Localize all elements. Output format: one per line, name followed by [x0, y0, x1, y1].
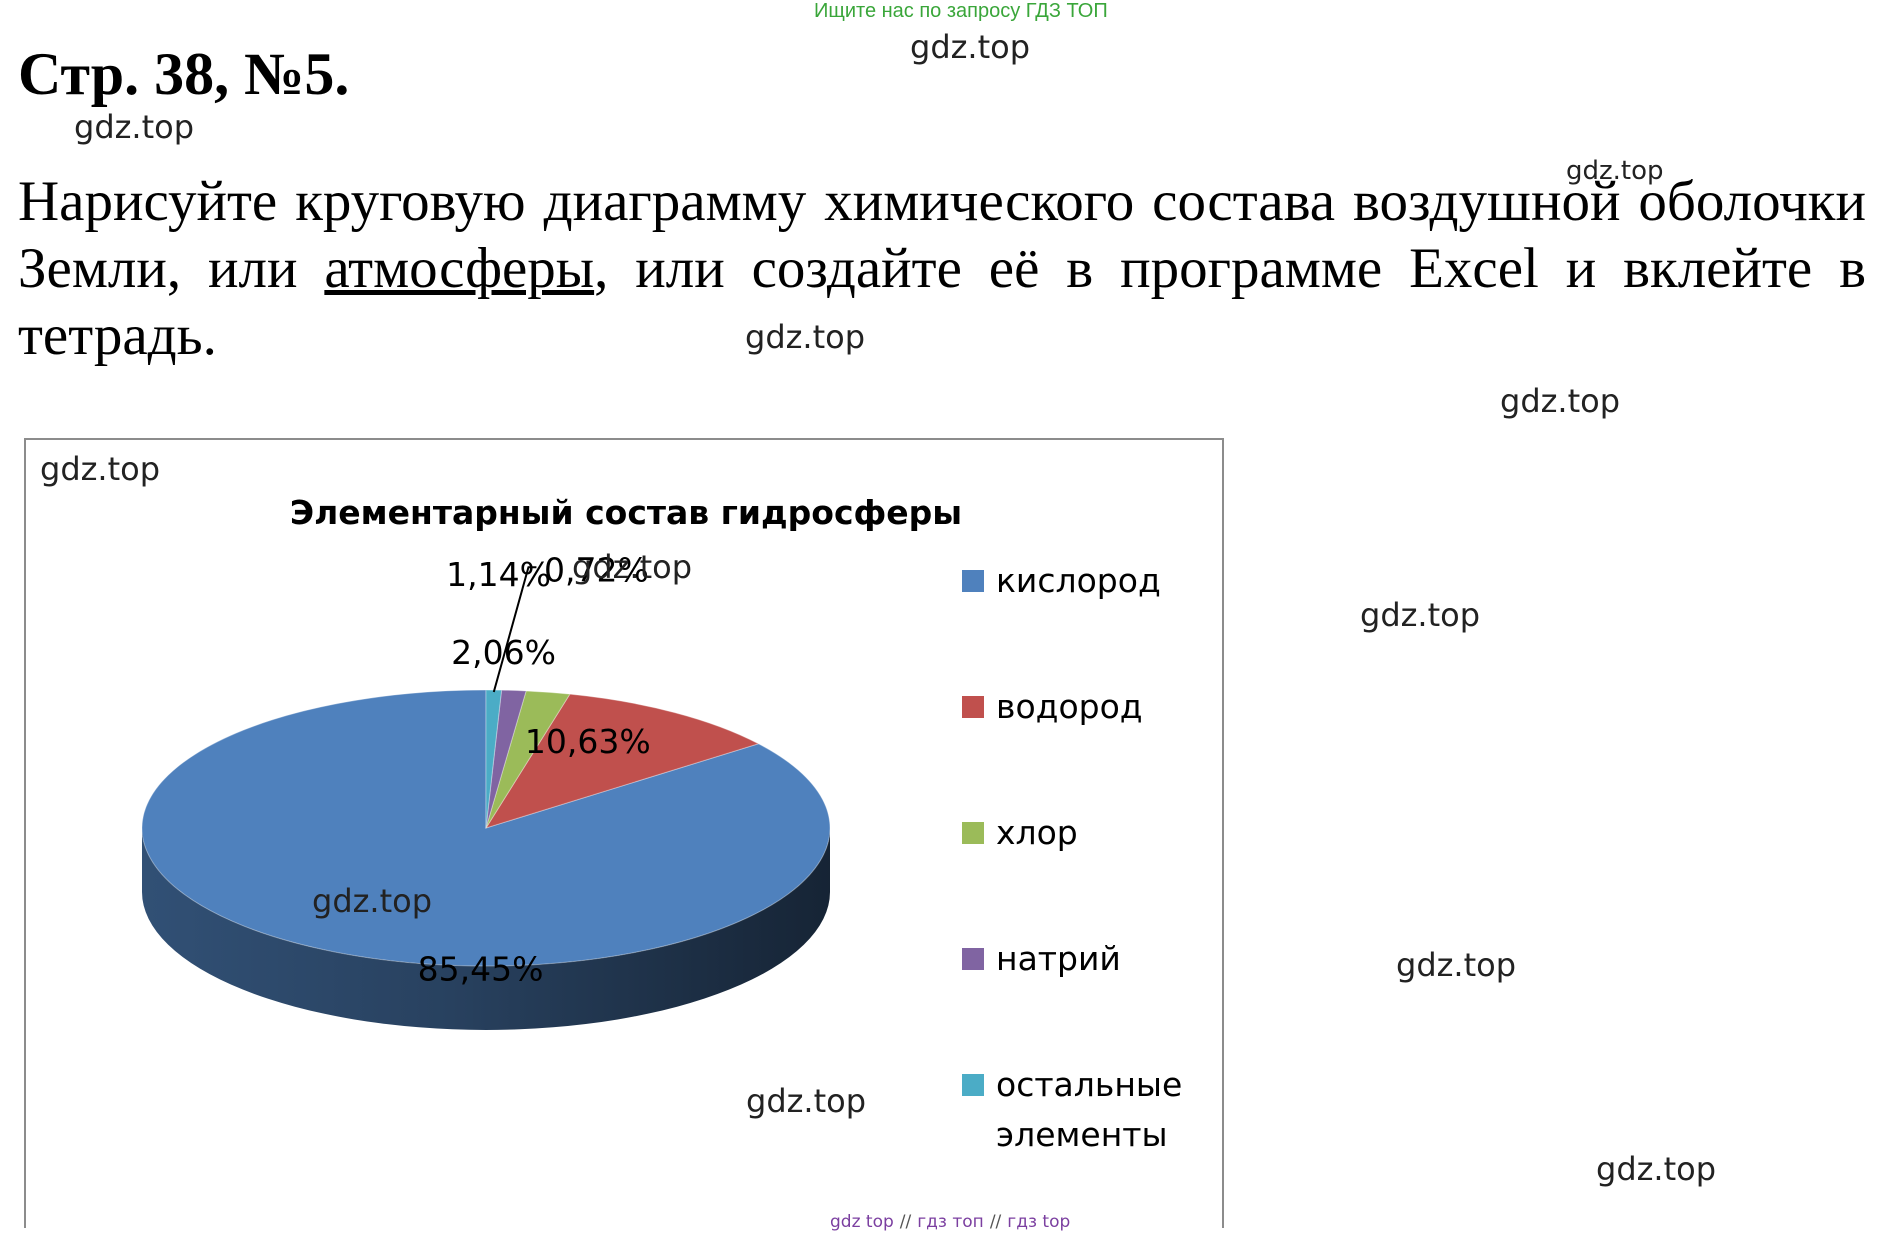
watermark: gdz.top [1596, 1150, 1717, 1188]
watermark: gdz.top [572, 548, 693, 586]
footer-separator: // [899, 1212, 912, 1232]
watermark: gdz.top [40, 450, 161, 488]
footer-link[interactable]: gdz top [830, 1212, 894, 1232]
watermark: gdz.top [74, 108, 195, 146]
watermark: gdz.top [1500, 382, 1621, 420]
legend-label: хлор [996, 813, 1078, 852]
pie-slice [485, 690, 571, 829]
legend-label: натрий [996, 939, 1121, 978]
watermark: gdz.top [1566, 156, 1664, 186]
legend-swatch [962, 822, 984, 844]
leader-line [492, 566, 537, 693]
legend-swatch [962, 570, 984, 592]
pie-slice [484, 693, 760, 829]
footer-links: gdz top//гдз топ//гдз top [830, 1212, 1070, 1232]
data-label: 10,63% [525, 722, 651, 761]
task-text-end: , или создайте её в программе Excel и вк… [18, 237, 1866, 367]
data-label: 85,45% [418, 950, 544, 989]
legend-label: кислород [996, 561, 1161, 600]
watermark: gdz.top [910, 28, 1031, 66]
pie-chart: Элементарный состав гидросферы 85,45% 10,6… [141, 493, 1182, 1154]
chart-title: Элементарный состав гидросферы [290, 493, 962, 532]
legend-label: водород [996, 687, 1143, 726]
pie-side-wall [142, 828, 830, 1030]
watermark: gdz.top [1360, 596, 1481, 634]
data-label: 0,72% [544, 550, 649, 589]
search-banner: Ищите нас по запросу ГДЗ ТОП [814, 0, 1108, 22]
pie-slice [485, 689, 527, 829]
task-text: Нарисуйте круговую диаграмму химического… [18, 168, 1866, 369]
data-label: 1,14% [446, 555, 551, 594]
page-heading: Стр. 38, №5. [18, 41, 350, 107]
chart-area: Элементарный состав гидросферы 85,45% 10,6… [24, 438, 1224, 1228]
legend-label: элементы [996, 1115, 1168, 1154]
watermark: gdz.top [312, 882, 433, 920]
legend-swatch [962, 1074, 984, 1096]
footer-separator: // [989, 1212, 1002, 1232]
pie-slice [141, 689, 831, 967]
data-label: 2,06% [451, 633, 556, 672]
legend-label: остальные [996, 1065, 1182, 1104]
watermark: gdz.top [746, 1082, 867, 1120]
footer-link[interactable]: гдз топ [917, 1212, 984, 1232]
task-text-start: Нарисуйте круговую диаграмму химического… [18, 170, 1866, 300]
legend-swatch [962, 696, 984, 718]
watermark: gdz.top [745, 318, 866, 356]
footer-link[interactable]: гдз top [1007, 1212, 1071, 1232]
atmosphere-term: атмосферы [324, 237, 595, 300]
legend-swatch [962, 948, 984, 970]
watermark: gdz.top [1396, 946, 1517, 984]
